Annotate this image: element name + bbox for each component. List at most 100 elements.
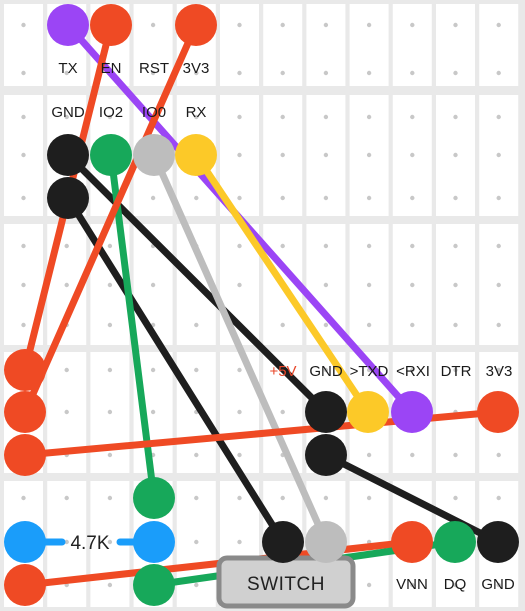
breadboard-hole xyxy=(496,22,501,28)
breadboard-hole xyxy=(237,70,242,76)
label-usb-gnd: GND xyxy=(309,363,343,380)
breadboard-hole xyxy=(496,195,501,201)
breadboard-hole xyxy=(496,322,501,328)
breadboard-hole xyxy=(64,367,69,373)
breadboard-hole xyxy=(237,22,242,28)
pin-green-io2-end xyxy=(133,477,175,519)
pin-gnd xyxy=(47,134,89,176)
breadboard-hole xyxy=(21,152,26,158)
breadboard-hole xyxy=(366,195,372,201)
wire-black-gnd-gnd xyxy=(64,151,330,416)
label-usb-3v3: 3V3 xyxy=(486,363,513,380)
breadboard-hole xyxy=(366,152,372,158)
breadboard-hole xyxy=(280,243,285,249)
breadboard-hole xyxy=(21,22,26,28)
pin-green-bottom xyxy=(133,564,175,606)
pin-switch-gray xyxy=(305,521,347,563)
breadboard-hole xyxy=(237,282,242,288)
breadboard-hole xyxy=(194,322,199,328)
breadboard-hole xyxy=(453,452,458,458)
pin-tx xyxy=(47,4,89,46)
pin-gnd-2 xyxy=(47,177,89,219)
breadboard-hole xyxy=(107,582,113,588)
breadboard-hole xyxy=(410,114,415,120)
breadboard-hole xyxy=(64,282,69,288)
breadboard-hole xyxy=(107,282,113,288)
pin-io0 xyxy=(133,134,175,176)
breadboard-hole xyxy=(237,409,242,415)
breadboard-hole xyxy=(453,152,458,158)
breadboard-hole xyxy=(150,70,156,76)
breadboard-hole xyxy=(194,495,199,501)
breadboard-hole xyxy=(496,114,501,120)
breadboard-hole xyxy=(237,114,242,120)
pin-resistor-right xyxy=(133,521,175,563)
label-dq: DQ xyxy=(444,576,467,593)
pin-gnd-lower xyxy=(305,434,347,476)
breadboard-hole xyxy=(107,495,113,501)
breadboard-hole xyxy=(280,195,285,201)
label-usb-dtr: DTR xyxy=(441,363,472,380)
breadboard-hole xyxy=(150,282,156,288)
breadboard-hole xyxy=(453,243,458,249)
breadboard-hole xyxy=(453,195,458,201)
breadboard-hole xyxy=(410,243,415,249)
pin-3v3-top xyxy=(175,4,217,46)
breadboard-hole xyxy=(21,322,26,328)
breadboard-hole xyxy=(323,114,329,120)
breadboard-hole xyxy=(21,114,26,120)
pin-resistor-left xyxy=(4,521,46,563)
pin-en xyxy=(90,4,132,46)
pin-usb-txd xyxy=(347,391,389,433)
breadboard-hole xyxy=(410,582,415,588)
breadboard-hole xyxy=(496,452,501,458)
breadboard-hole xyxy=(410,322,415,328)
breadboard-hole xyxy=(323,282,329,288)
breadboard-hole xyxy=(410,70,415,76)
breadboard-hole xyxy=(194,114,199,120)
label-rst: RST xyxy=(139,60,169,77)
breadboard-hole xyxy=(64,495,69,501)
breadboard-hole xyxy=(496,282,501,288)
breadboard-hole xyxy=(366,452,372,458)
breadboard-hole xyxy=(366,539,372,545)
breadboard-hole xyxy=(366,114,372,120)
breadboard-hole xyxy=(21,195,26,201)
breadboard-hole xyxy=(323,152,329,158)
breadboard-hole xyxy=(366,282,372,288)
pin-usb-3v3 xyxy=(477,391,519,433)
pin-sensor-dq xyxy=(434,521,476,563)
breadboard-hole xyxy=(280,22,285,28)
wire-red-3v3 xyxy=(21,21,200,416)
breadboard-hole xyxy=(237,152,242,158)
label-3v3-top: 3V3 xyxy=(183,60,210,77)
label-rx: RX xyxy=(186,104,207,121)
breadboard-hole xyxy=(150,409,156,415)
breadboard-hole xyxy=(107,367,113,373)
pin-red-left-1 xyxy=(4,349,46,391)
breadboard-hole xyxy=(194,367,199,373)
breadboard-hole xyxy=(453,495,458,501)
breadboard-hole xyxy=(64,409,69,415)
breadboard-hole xyxy=(323,70,329,76)
breadboard-hole xyxy=(64,539,69,545)
label-vnn: VNN xyxy=(396,576,428,593)
breadboard-hole xyxy=(453,70,458,76)
breadboard-hole xyxy=(410,152,415,158)
breadboard-hole xyxy=(453,114,458,120)
breadboard-hole xyxy=(194,195,199,201)
breadboard-hole xyxy=(323,195,329,201)
pin-switch-black xyxy=(262,521,304,563)
label-usb-rxi: <RXI xyxy=(396,363,430,380)
labels: TX EN RST 3V3 GND IO2 IO0 RX +5V GND >TX… xyxy=(51,60,515,593)
breadboard-hole xyxy=(410,22,415,28)
breadboard-hole xyxy=(366,70,372,76)
breadboard-hole xyxy=(280,495,285,501)
resistor-label: 4.7K xyxy=(70,533,109,554)
switch[interactable]: SWITCH xyxy=(216,555,356,609)
breadboard-hole xyxy=(453,22,458,28)
breadboard-hole xyxy=(21,243,26,249)
breadboard-hole xyxy=(280,114,285,120)
